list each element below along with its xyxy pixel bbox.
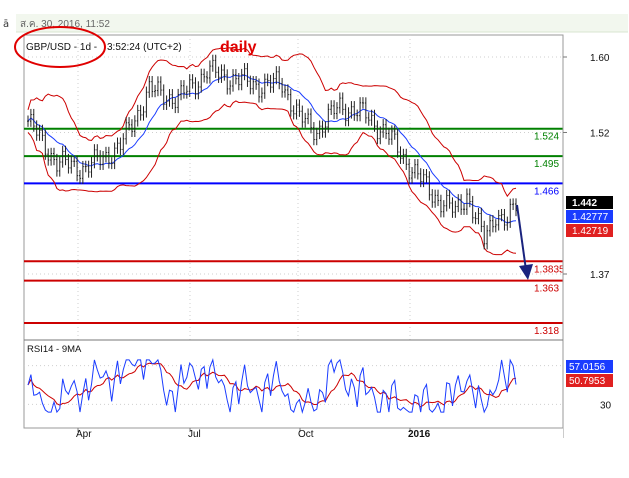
moving-average-line [27,74,517,224]
price-badge-text: 1.42719 [572,226,609,237]
price-tick-label: 1.60 [590,53,610,64]
time-tick-label: 2016 [408,429,431,440]
forecast-arrow-head [519,264,533,280]
rsi-lines [27,358,517,415]
rsi-badge: 57.0156 [566,360,613,373]
rsi-tick-label: 30 [600,400,612,411]
forecast-arrow [516,204,533,280]
horizontal-levels: 1.524 1.495 1.466 1.3835 1.363 1.318 [24,127,565,337]
level-label: 1.3835 [534,264,565,275]
rsi-label: RSI14 - 9MA [27,344,82,355]
level-label: 1.318 [534,326,559,337]
timestamp-bar: ā ส.ค. 30, 2016, 11:52 [3,14,628,33]
rsi-badge-text: 57.0156 [569,362,606,373]
price-badge-text: 1.42777 [572,212,609,223]
bollinger-bands [27,47,517,256]
symbol-label: GBP/USD - 1d - [26,42,97,53]
timestamp-text: ส.ค. 30, 2016, 11:52 [20,19,110,30]
rsi-badge-text: 50.7953 [569,376,606,387]
rsi-ma-line [27,362,517,408]
price-tick-label: 1.37 [590,270,610,281]
time-tick-label: Jul [188,429,201,440]
price-badge-text: 1.442 [572,198,597,209]
band-lower [27,100,517,256]
rsi-badge: 50.7953 [566,374,613,387]
level-label: 1.466 [534,186,559,197]
level-label: 1.495 [534,159,559,170]
rsi-line [27,358,517,415]
time-tick-label: Oct [298,429,314,440]
price-axis: 1.601.521.3741.4421.427771.42719703057.0… [562,35,629,438]
time-tick-label: Apr [76,429,92,440]
rsi-panel[interactable]: RSI14 - 9MA [23,339,564,429]
daily-annotation: daily [220,39,257,56]
chart-info-header: GBP/USD - 1d - 3:52:24 (UTC+2) daily [14,26,257,68]
level-label: 1.363 [534,284,559,295]
price-badge: 1.442 [566,196,613,209]
band-upper [27,47,517,198]
level-label: 1.524 [534,132,559,143]
price-chart-panel[interactable]: 1.524 1.495 1.466 1.3835 1.363 1.318 [23,34,565,438]
corner-glyph: ā [3,19,9,30]
candlestick-series [27,54,517,250]
price-badge: 1.42777 [566,210,613,223]
highlight-ellipse [14,26,106,68]
time-axis: Apr Jul Oct 2016 [24,427,563,440]
footer-area [0,440,629,478]
price-badge: 1.42719 [566,224,613,237]
forecast-arrow-shaft [516,204,527,271]
time-label: 3:52:24 (UTC+2) [107,42,182,53]
price-tick-label: 1.52 [590,128,610,139]
